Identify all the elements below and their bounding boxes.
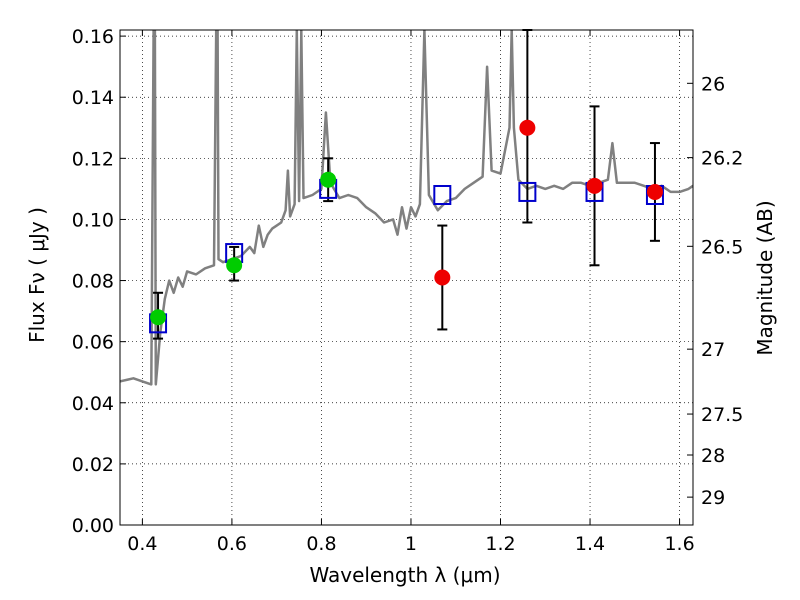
data-point [434,269,451,286]
x-tick-labels: 0.4 0.6 0.8 1 1.2 1.4 1.6 [127,533,694,555]
y-tick-label: 0.10 [72,209,114,231]
model-square [518,181,537,202]
y-tick-label: 0.04 [72,393,114,415]
grid-lines [120,30,693,526]
y-tick-label: 0.00 [72,515,114,537]
right-tick-label: 27 [701,339,725,361]
model-square [433,185,452,205]
axis-ticks [120,30,693,526]
right-tick-label: 26.2 [701,148,743,170]
right-tick-label: 26.5 [701,236,743,258]
data-point [226,257,243,274]
x-tick-label: 1 [405,533,417,555]
x-axis-label: Wavelength λ (μm) [309,563,500,587]
x-tick-label: 1.4 [575,533,605,555]
right-tick-label: 27.5 [701,404,743,426]
x-tick-label: 0.6 [217,533,247,555]
right-tick-label: 26 [701,73,725,95]
y-tick-label: 0.12 [72,148,114,170]
y-tick-label: 0.06 [72,332,114,354]
spectrum-line [120,30,693,386]
x-tick-label: 1.2 [485,533,515,555]
right-axis-label: Magnitude (AB) [753,200,777,355]
magnitude-tick-labels: 26 26.2 26.5 27 27.5 28 29 [701,73,743,509]
y-tick-labels: 0.00 0.02 0.04 0.06 0.08 0.10 0.12 0.14 0.16 [72,26,114,537]
right-tick-label: 28 [701,445,725,467]
y-tick-label: 0.16 [72,26,114,48]
photometry-points [150,119,663,326]
x-tick-label: 1.6 [664,533,694,555]
x-tick-label: 0.8 [306,533,336,555]
data-point [519,119,536,136]
right-tick-label: 29 [701,487,725,509]
y-tick-label: 0.02 [72,454,114,476]
data-point [646,183,663,200]
data-point [320,171,337,188]
y-axis-label: Flux Fν ( μJy ) [25,207,49,343]
data-point [586,177,603,194]
x-tick-label: 0.4 [127,533,157,555]
plot-frame [119,29,694,526]
y-tick-label: 0.08 [72,271,114,293]
model-squares [149,178,664,334]
y-tick-label: 0.14 [72,87,114,109]
spectrum-layer [120,30,693,386]
data-point [150,309,167,326]
